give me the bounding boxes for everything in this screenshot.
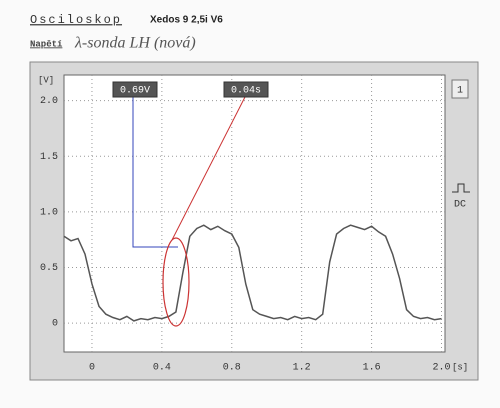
trace: [63, 224, 442, 322]
plot-area: [63, 74, 446, 353]
y-axis-label: [V]: [38, 75, 54, 85]
coupling-indicator: DC: [454, 200, 466, 211]
x-tick-label: 0: [89, 363, 95, 374]
x-tick-label: 0.8: [223, 363, 241, 374]
highlight-ellipse: [162, 237, 190, 327]
time-cursor: [171, 96, 246, 241]
x-tick-label: 2.0: [432, 363, 450, 374]
y-tick-label: 1.0: [40, 207, 58, 218]
header-mode: Napětí: [30, 39, 63, 49]
x-tick-label: 0.4: [153, 363, 171, 374]
y-tick-label: 2.0: [40, 96, 58, 107]
voltage-cursor: [132, 97, 178, 248]
y-tick-label: 0: [52, 319, 58, 330]
header-vehicle: Xedos 9 2,5i V6: [150, 15, 223, 26]
x-tick-label: 1.2: [293, 363, 311, 374]
annotation-box: [223, 81, 269, 98]
channel-indicator: 1: [457, 86, 463, 97]
channel-box: [451, 79, 469, 99]
annotation: 0.69V: [120, 86, 150, 97]
coupling-icon: [452, 183, 470, 193]
signal-line: [63, 224, 442, 322]
y-tick-label: 1.5: [40, 152, 58, 163]
y-tick-label: 0.5: [40, 263, 58, 274]
annotation-box: [112, 81, 158, 98]
header-title: Osciloskop: [30, 13, 122, 27]
x-tick-label: 1.6: [363, 363, 381, 374]
header-note: λ-sonda LH (nová): [74, 35, 196, 52]
annotation: 0.04s: [231, 86, 261, 97]
x-axis-label: [s]: [452, 362, 468, 372]
